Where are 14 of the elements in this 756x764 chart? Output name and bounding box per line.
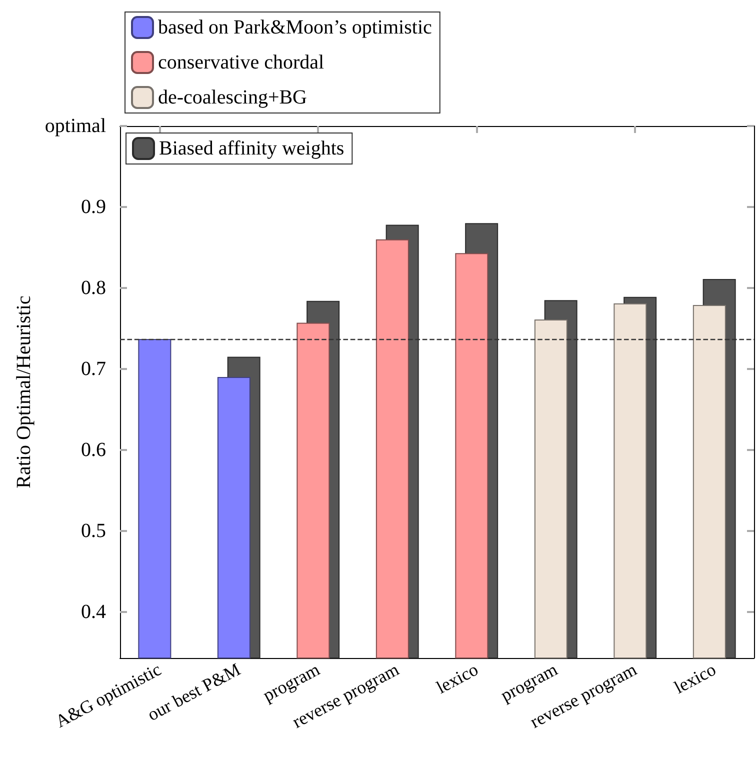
legend-label: Biased affinity weights [159, 138, 344, 160]
y-tick-label: 0.9 [81, 196, 106, 218]
x-tick-label: lexico [670, 659, 720, 698]
y-tick-label: 0.4 [81, 600, 106, 623]
x-tick-label: lexico [433, 659, 482, 698]
y-axis-title: Ratio Optimal/Heuristic [12, 296, 35, 488]
legend-label: conservative chordal [158, 52, 324, 74]
legend-label: based on Park&Moon’s optimistic [158, 16, 432, 38]
y-tick-label: 0.8 [81, 276, 106, 299]
y-tick-label: 0.6 [81, 438, 106, 461]
y-tick-label: 0.7 [81, 358, 106, 380]
legend-label: de-coalescing+BG [158, 86, 308, 108]
y-tick-label: 0.5 [81, 520, 106, 542]
y-tick-label: optimal [44, 115, 106, 137]
